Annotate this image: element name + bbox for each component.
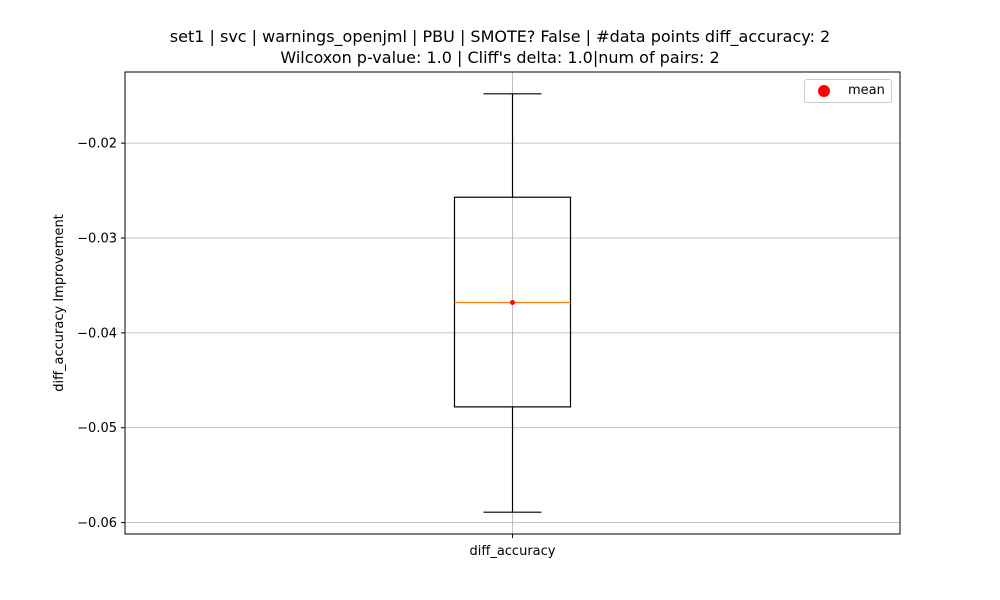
y-tick-label: −0.06 (77, 516, 117, 531)
y-tick-label: −0.02 (77, 137, 117, 152)
legend: mean (804, 79, 892, 103)
y-tick-label: −0.04 (77, 326, 117, 341)
legend-mean-label: mean (848, 83, 885, 98)
y-axis-label: diff_accuracy Improvement (52, 214, 67, 392)
chart-title-line-2: Wilcoxon p-value: 1.0 | Cliff's delta: 1… (280, 48, 720, 67)
box-plot-series (453, 93, 572, 513)
y-tick-label: −0.05 (77, 421, 117, 436)
y-tick-label: −0.03 (77, 232, 117, 247)
chart-title-line-1: set1 | svc | warnings_openjml | PBU | SM… (169, 27, 831, 46)
legend-mean-marker (818, 85, 830, 97)
x-tick-label: diff_accuracy (470, 544, 556, 559)
mean-marker (510, 300, 515, 306)
y-axis-ticks: −0.02 −0.03 −0.04 −0.05 −0.06 diff_accuracy (77, 137, 556, 559)
